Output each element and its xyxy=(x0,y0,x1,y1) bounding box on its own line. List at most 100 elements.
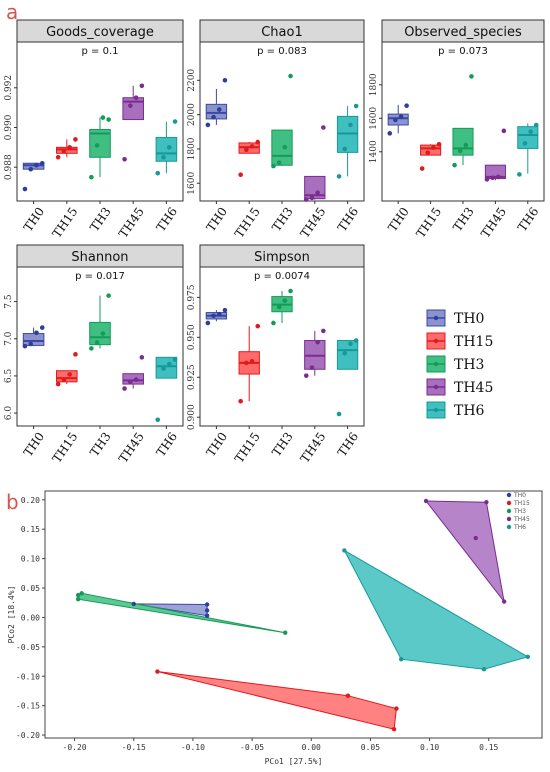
y-tick-label: 0.20 xyxy=(21,496,40,505)
data-point xyxy=(222,307,228,313)
data-point xyxy=(133,95,139,101)
x-tick-label: TH45 xyxy=(478,205,509,241)
box-th6 xyxy=(155,119,178,176)
point-th15 xyxy=(391,726,397,732)
x-tick-label: TH45 xyxy=(116,430,147,466)
data-point xyxy=(404,103,409,109)
pcoa-legend-dot xyxy=(506,492,512,498)
y-tick-label: 0.950 xyxy=(187,324,197,350)
box-iqr xyxy=(89,321,111,346)
data-point xyxy=(244,360,249,366)
point-th0 xyxy=(204,602,210,607)
data-point xyxy=(336,411,342,417)
data-point xyxy=(244,147,249,153)
data-point xyxy=(89,346,94,351)
data-point xyxy=(238,172,243,177)
box-th15 xyxy=(238,323,261,404)
y-tick-label: -0.15 xyxy=(16,702,40,711)
strip-title: Shannon xyxy=(71,250,128,265)
y-tick-label: 0.975 xyxy=(187,284,197,310)
x-tick-label: TH3 xyxy=(450,205,476,234)
point-th45 xyxy=(484,499,489,505)
x-tick-label: -0.15 xyxy=(122,743,146,752)
x-tick-label: TH15 xyxy=(50,205,81,241)
x-tick-label: TH3 xyxy=(269,430,295,459)
point-th45 xyxy=(473,535,478,541)
y-tick-label: 0.05 xyxy=(21,584,40,593)
point-th3 xyxy=(75,597,81,602)
data-point xyxy=(348,122,353,128)
y-tick-label: 0.10 xyxy=(21,555,40,564)
hull-th45 xyxy=(424,500,505,602)
x-tick-label: TH0 xyxy=(21,205,47,234)
y-tick-label: 1600 xyxy=(187,172,197,195)
data-point xyxy=(89,174,94,180)
box-th45 xyxy=(484,128,507,182)
boxplot-panel-chao1: Chao1 p = 0.083 1600 1800 2000 2200 TH0 TH15 TH3… xyxy=(187,19,365,241)
pcoa-legend-dot xyxy=(506,516,512,522)
data-point xyxy=(106,117,111,122)
data-point xyxy=(122,156,127,162)
data-point xyxy=(276,304,282,310)
box-iqr xyxy=(452,127,474,156)
box-iqr xyxy=(517,126,539,149)
data-point xyxy=(94,340,100,345)
x-tick-label: -0.20 xyxy=(63,743,87,752)
data-point xyxy=(303,373,309,378)
x-tick-label: -0.05 xyxy=(240,743,264,752)
y-tick-label: 1600 xyxy=(369,107,379,130)
y-tick-label: 6.0 xyxy=(4,406,14,421)
data-point xyxy=(22,186,28,192)
pcoa-legend-dot xyxy=(506,508,512,514)
data-point xyxy=(161,154,166,160)
y-tick-label: 0.900 xyxy=(187,404,197,430)
box-th6 xyxy=(336,338,359,417)
point-th0 xyxy=(131,601,136,607)
x-tick-label: 0.05 xyxy=(361,743,380,752)
box-iqr xyxy=(89,128,111,158)
data-point xyxy=(249,144,255,149)
y-tick-label: 0.990 xyxy=(4,114,14,140)
data-point xyxy=(436,141,442,147)
data-point xyxy=(34,162,39,168)
y-tick-label: -0.05 xyxy=(16,643,40,652)
data-point xyxy=(216,311,222,317)
x-tick-label: TH15 xyxy=(232,205,263,241)
data-point xyxy=(321,125,326,130)
data-point xyxy=(255,139,261,145)
box-th0 xyxy=(205,78,228,128)
data-point xyxy=(128,379,133,385)
box-th15 xyxy=(419,141,442,171)
data-point xyxy=(303,197,309,202)
box-iqr xyxy=(205,103,228,120)
x-tick-label: TH3 xyxy=(269,205,295,234)
data-point xyxy=(133,377,139,382)
data-point xyxy=(457,148,463,154)
point-th3 xyxy=(79,591,84,596)
data-point xyxy=(155,170,161,176)
data-point xyxy=(528,129,533,134)
data-point xyxy=(55,154,61,160)
p-value-label: p = 0.017 xyxy=(75,271,125,282)
data-point xyxy=(155,417,161,423)
legend-swatch-dot xyxy=(433,384,439,390)
data-point xyxy=(463,142,469,148)
strip-title: Chao1 xyxy=(261,25,303,40)
box-th3 xyxy=(271,73,293,169)
box-th45 xyxy=(122,355,145,391)
point-th6 xyxy=(525,654,530,660)
box-th45 xyxy=(122,83,145,162)
box-iqr xyxy=(155,136,178,162)
p-value-label: p = 0.083 xyxy=(257,46,307,57)
data-point xyxy=(172,357,178,362)
y-tick-label: 1800 xyxy=(369,73,379,96)
box-th3 xyxy=(89,293,111,351)
box-th6 xyxy=(517,122,539,177)
x-tick-label: TH6 xyxy=(335,205,361,234)
pcoa-legend-dot xyxy=(506,500,512,506)
point-th45 xyxy=(423,498,429,504)
data-point xyxy=(387,131,393,136)
